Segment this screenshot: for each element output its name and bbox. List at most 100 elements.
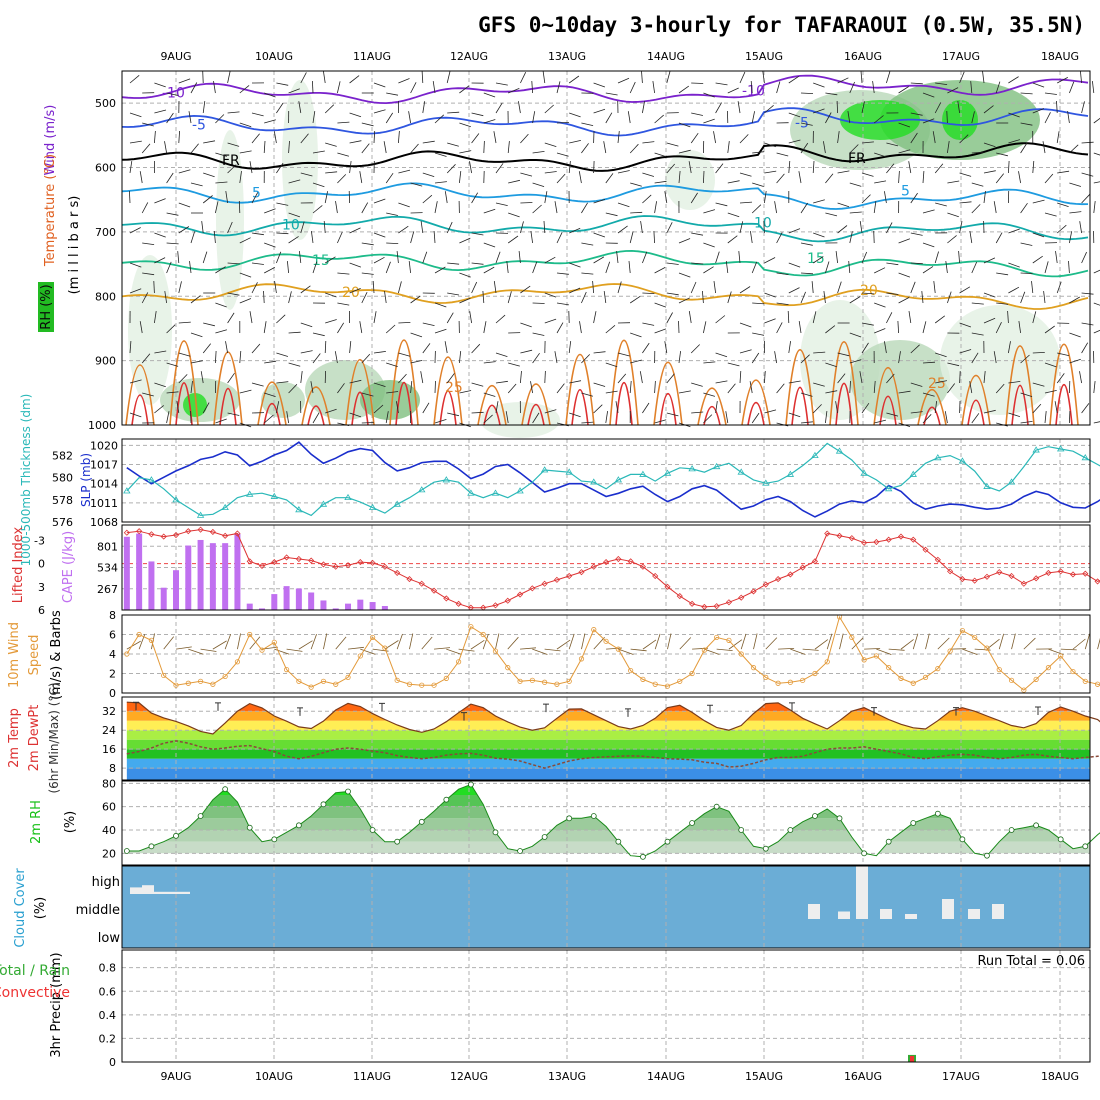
wind-barb bbox=[1032, 108, 1045, 114]
lifted-index-marker bbox=[222, 532, 229, 539]
wind-barb bbox=[825, 411, 828, 424]
day-label-top: 11AUG bbox=[353, 50, 391, 63]
lifted-index-marker bbox=[689, 600, 696, 607]
lifted-index-marker bbox=[295, 555, 302, 563]
wind-barb bbox=[1055, 251, 1058, 264]
rh2m-marker bbox=[271, 836, 278, 843]
rh2m-marker bbox=[123, 848, 130, 854]
cloud-high-bar bbox=[130, 887, 142, 894]
wind-barb bbox=[1020, 92, 1033, 95]
minmax-marker bbox=[215, 702, 221, 711]
wind-barb bbox=[908, 161, 912, 174]
wind-barb bbox=[788, 139, 801, 144]
lifted-index-marker bbox=[492, 602, 499, 609]
lifted-index-marker bbox=[308, 557, 315, 564]
wind-barb bbox=[263, 290, 265, 304]
wind-barb bbox=[678, 149, 691, 154]
wind10m-barb bbox=[790, 648, 806, 655]
temp-axis-label-1: 2m Temp bbox=[7, 708, 22, 768]
wind-barb bbox=[581, 291, 587, 304]
wind10m-barb bbox=[212, 640, 227, 650]
wind10m-marker bbox=[566, 678, 572, 684]
wind-barb bbox=[420, 371, 424, 384]
wind-barb bbox=[800, 92, 814, 94]
wind-barb bbox=[861, 101, 865, 114]
contour-25 bbox=[1005, 345, 1035, 426]
wind-barb bbox=[276, 82, 289, 86]
wind-barb bbox=[1044, 261, 1049, 274]
wind-barb bbox=[288, 362, 301, 367]
rh2m-marker bbox=[418, 818, 425, 825]
wind-barb bbox=[969, 381, 973, 394]
wind-barb bbox=[166, 391, 179, 394]
wind10m-barb bbox=[778, 648, 795, 650]
wind-barb bbox=[1044, 390, 1057, 394]
wind10m-marker bbox=[542, 679, 548, 685]
wind-barb bbox=[959, 286, 971, 294]
contour-30 bbox=[659, 392, 677, 426]
wind-barb bbox=[422, 343, 431, 354]
wind-barb bbox=[215, 418, 227, 424]
wind10m-marker bbox=[406, 681, 413, 687]
wind-barb bbox=[361, 202, 369, 214]
wind-barb bbox=[798, 171, 802, 184]
wind-barb bbox=[690, 132, 699, 144]
wind-barb bbox=[654, 328, 667, 334]
thickness-marker bbox=[1032, 446, 1040, 453]
wind-barb bbox=[543, 220, 546, 234]
wind-barb bbox=[1093, 381, 1096, 394]
cloud-middle-bar bbox=[880, 909, 892, 919]
wind-barb bbox=[739, 71, 746, 84]
temp-line bbox=[126, 701, 1100, 735]
wind-barb bbox=[703, 92, 715, 98]
wind-barb bbox=[727, 291, 732, 304]
dewpoint-line bbox=[126, 740, 1100, 769]
wind-barb bbox=[420, 221, 424, 234]
wind10m-marker bbox=[308, 684, 314, 690]
wind-barb bbox=[739, 172, 752, 177]
lifted-index-marker bbox=[430, 587, 438, 594]
wind-barb bbox=[178, 321, 191, 324]
rh2m-marker bbox=[345, 788, 351, 795]
wind-barb bbox=[1008, 160, 1010, 174]
lifted-index-marker bbox=[1045, 569, 1052, 576]
wind10m-marker bbox=[726, 637, 732, 643]
wind-barb bbox=[1057, 170, 1070, 174]
wind-barb bbox=[958, 250, 960, 264]
wind-barb bbox=[276, 202, 289, 206]
thickness-marker bbox=[540, 466, 549, 473]
rh2m-marker bbox=[320, 801, 327, 808]
wind-barb bbox=[617, 131, 620, 144]
wind-barb bbox=[910, 382, 923, 387]
wind10m-marker bbox=[750, 665, 757, 671]
wind-barb bbox=[751, 111, 755, 124]
wind-barb bbox=[459, 171, 462, 184]
wind-barb bbox=[1008, 286, 1020, 294]
wind-barb bbox=[213, 81, 216, 94]
wind-barb bbox=[628, 261, 631, 274]
contour-25 bbox=[301, 386, 331, 426]
wind-barb bbox=[947, 362, 960, 367]
wind-barb bbox=[483, 414, 493, 424]
wind10m-marker bbox=[185, 680, 191, 686]
wind-barb bbox=[300, 221, 305, 234]
wind-tick: 2 bbox=[109, 668, 116, 681]
minmax-marker bbox=[379, 702, 385, 712]
wind-barb bbox=[520, 133, 529, 144]
rh-area bbox=[126, 784, 1090, 854]
wind-barb bbox=[518, 101, 521, 114]
thickness-marker bbox=[319, 500, 328, 507]
wind-barb bbox=[471, 343, 481, 354]
contour-30 bbox=[967, 399, 985, 426]
wind-barb bbox=[434, 152, 447, 157]
wind-barb bbox=[361, 353, 371, 364]
wind-barb bbox=[483, 92, 496, 98]
lifted-index-marker bbox=[1057, 568, 1064, 575]
wind-barb bbox=[288, 88, 300, 94]
wind-barb bbox=[945, 261, 948, 274]
wind-barb bbox=[861, 342, 869, 354]
rh2m-marker bbox=[615, 838, 622, 845]
rh2m-marker bbox=[443, 796, 450, 803]
day-label-top: 13AUG bbox=[548, 50, 586, 63]
wind10m-barb bbox=[1011, 633, 1016, 650]
